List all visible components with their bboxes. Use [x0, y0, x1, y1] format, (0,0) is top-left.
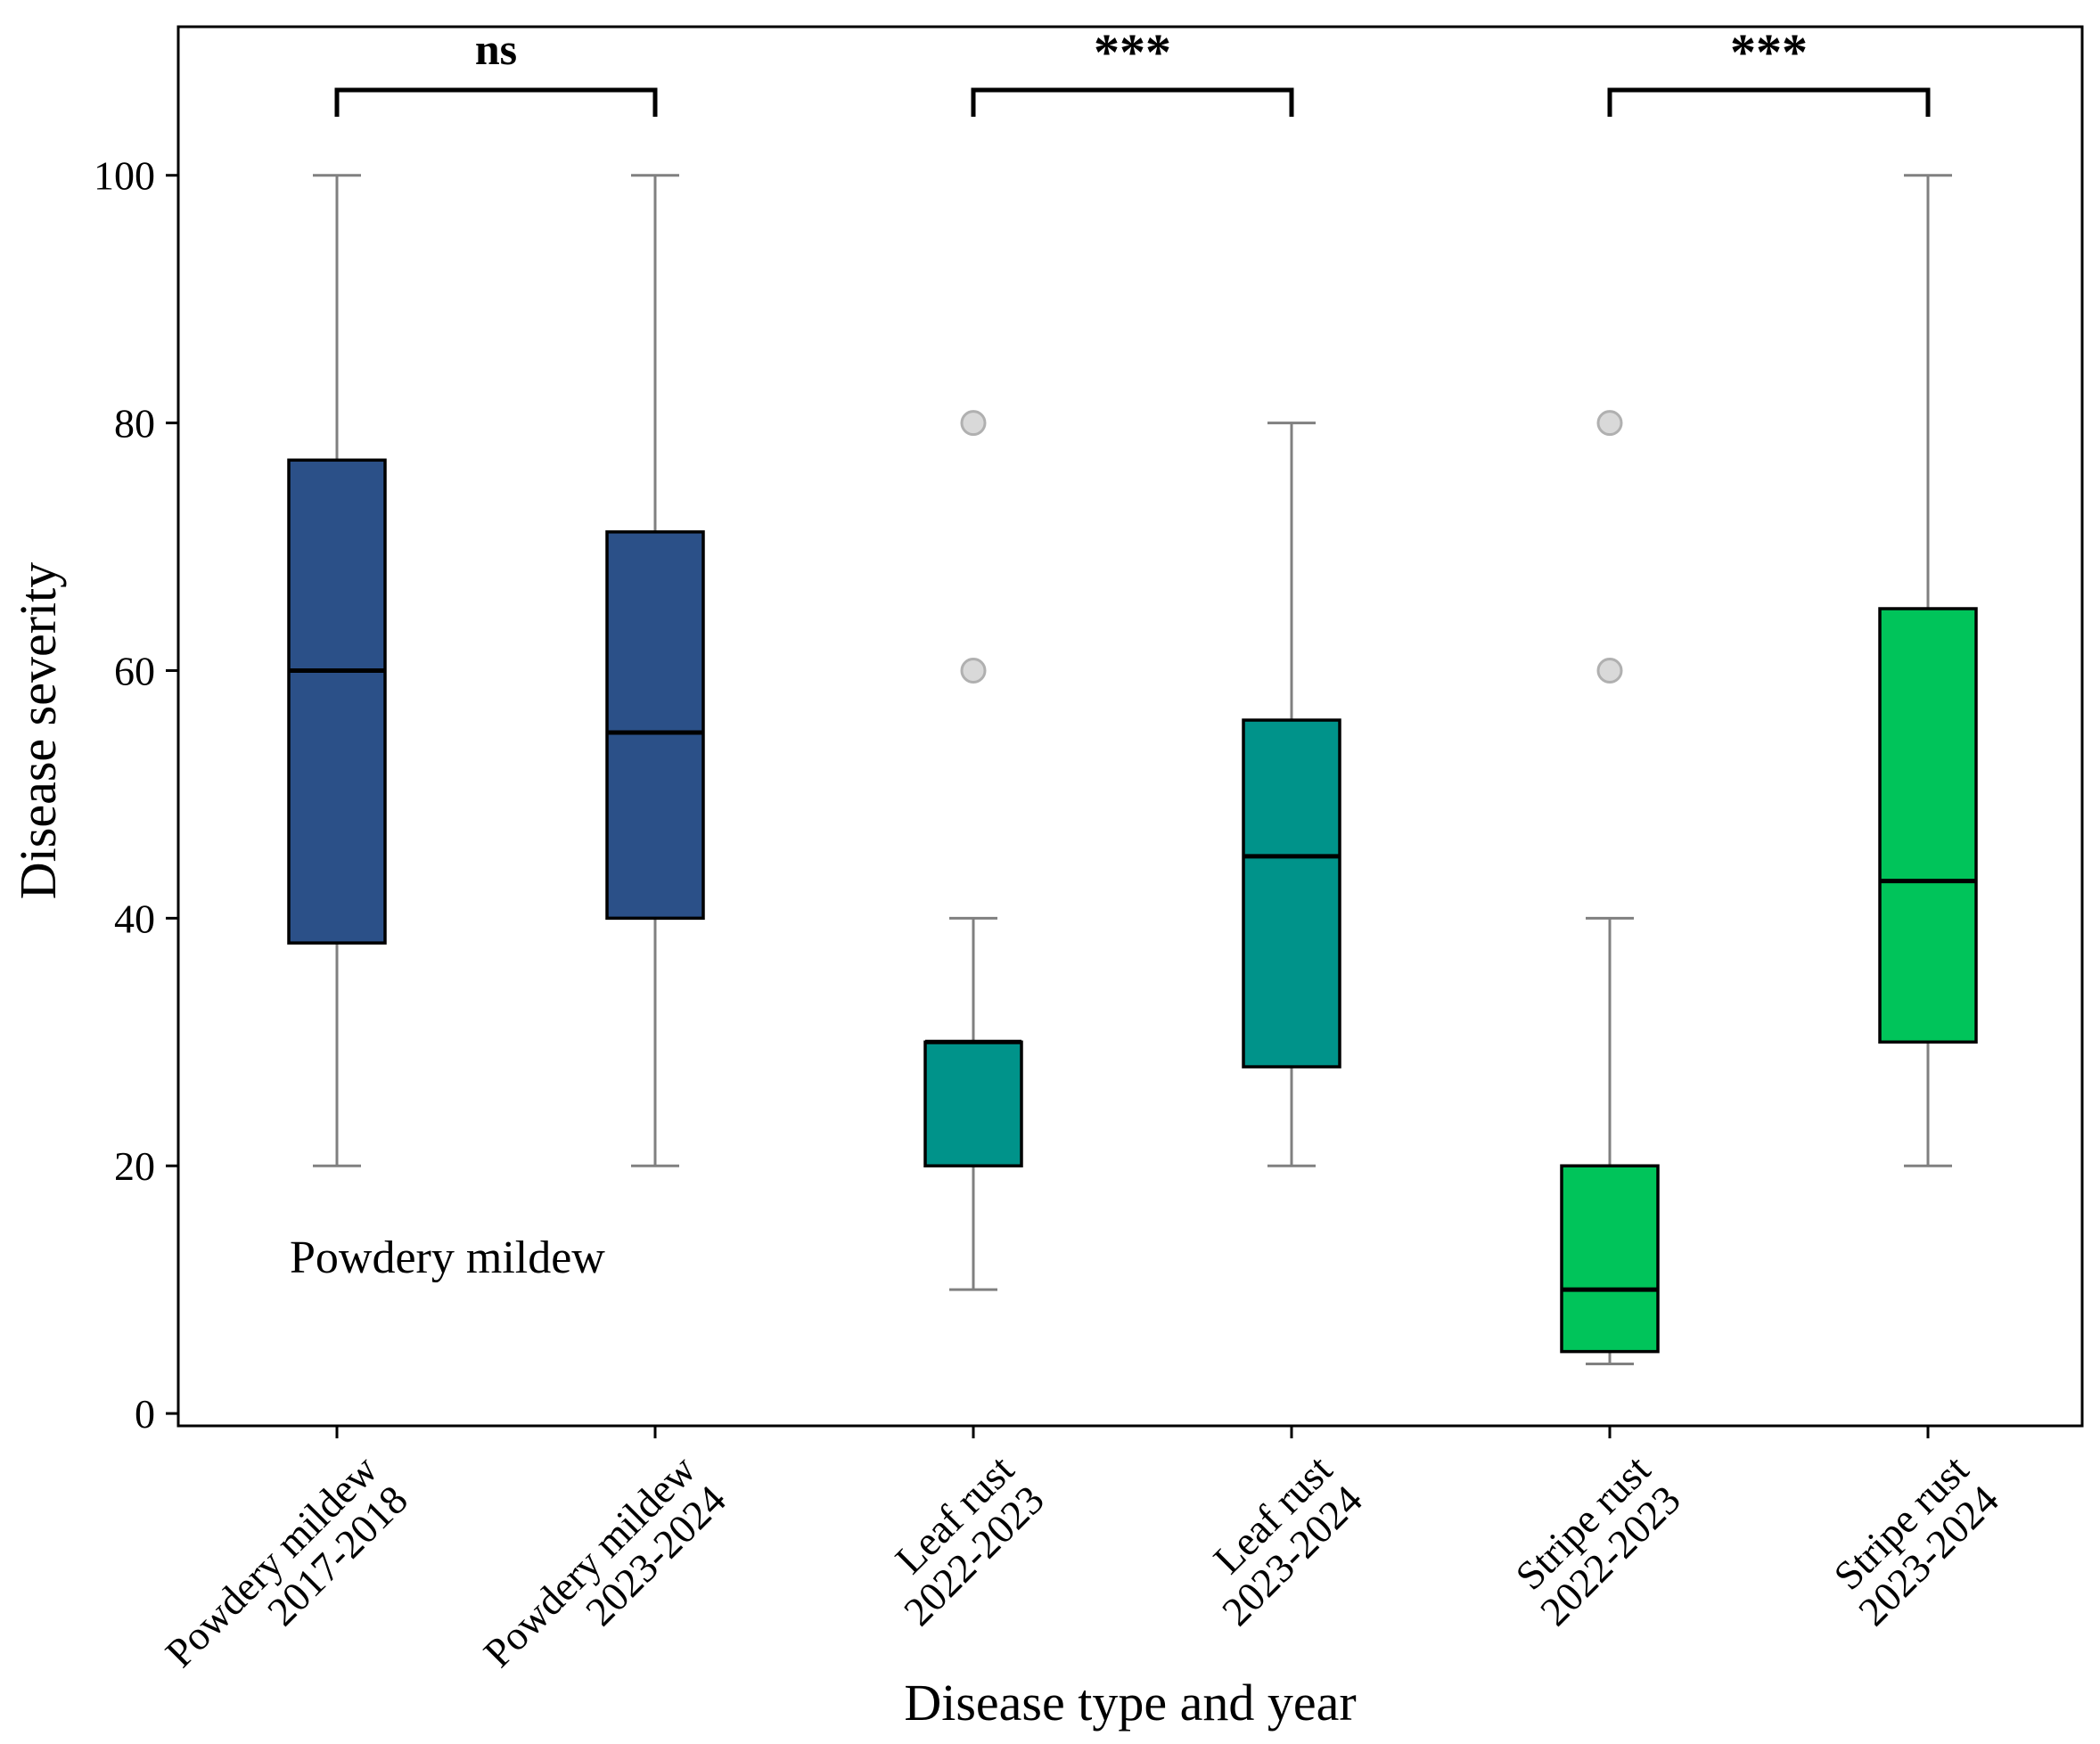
- significance-bracket: [1607, 87, 1931, 117]
- plot-frame: [176, 25, 2084, 1428]
- annotation-text: Powdery mildew: [290, 1232, 605, 1283]
- y-tick-label: 0: [135, 1391, 155, 1437]
- y-tick-label: 80: [114, 401, 155, 446]
- significance-brackets: ns *** ***: [334, 23, 1931, 117]
- y-axis: 0 20 40 60 80 100: [94, 153, 178, 1437]
- y-tick-label: 60: [114, 648, 155, 693]
- significance-label: ns: [475, 24, 517, 74]
- iqr-box: [1560, 1164, 1660, 1354]
- significance-label: ***: [1094, 23, 1171, 81]
- significance-bracket: [971, 87, 1294, 117]
- iqr-box: [605, 530, 705, 921]
- iqr-box: [1878, 607, 1978, 1044]
- outlier-point: [960, 410, 987, 437]
- iqr-box: [287, 458, 387, 945]
- plot-marks: [287, 174, 1978, 1366]
- significance-label: ***: [1730, 23, 1808, 81]
- iqr-box: [923, 1040, 1023, 1167]
- outlier-point: [1596, 410, 1623, 437]
- x-axis-label: Disease type and year: [904, 1674, 1356, 1732]
- box-group-2: [605, 174, 705, 1167]
- y-tick-label: 100: [94, 153, 155, 199]
- box-group-1: [287, 174, 387, 1167]
- box-group-5: [1560, 410, 1660, 1366]
- significance-bracket: [334, 87, 658, 117]
- y-tick-label: 20: [114, 1143, 155, 1189]
- y-axis-label: Disease severity: [9, 562, 67, 899]
- outlier-point: [960, 657, 987, 684]
- y-tick-label: 40: [114, 896, 155, 941]
- box-group-4: [1242, 422, 1341, 1167]
- iqr-box: [1242, 718, 1341, 1069]
- box-group-6: [1878, 174, 1978, 1167]
- box-group-3: [923, 410, 1023, 1291]
- outlier-point: [1596, 657, 1623, 684]
